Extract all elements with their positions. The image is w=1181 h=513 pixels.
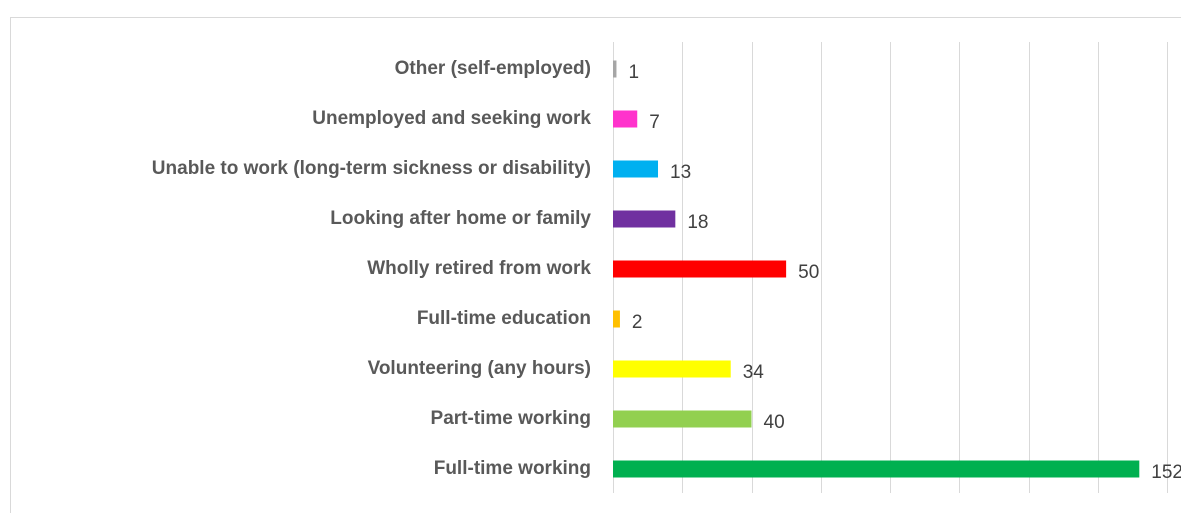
category-label: Part-time working	[431, 408, 591, 429]
category-label: Full-time education	[417, 308, 591, 329]
bar	[613, 110, 638, 128]
chart-frame	[10, 17, 1181, 513]
value-label: 1	[628, 62, 639, 83]
category-label: Volunteering (any hours)	[368, 358, 591, 379]
value-label: 34	[743, 362, 765, 383]
value-label: 18	[687, 212, 708, 233]
category-label: Other (self-employed)	[395, 58, 591, 79]
bar	[613, 310, 620, 328]
value-label: 2	[632, 312, 643, 333]
category-label: Full-time working	[434, 458, 591, 479]
category-label: Unemployed and seeking work	[312, 108, 591, 129]
value-label: 50	[798, 262, 819, 283]
category-label: Looking after home or family	[330, 208, 591, 229]
category-label: Wholly retired from work	[367, 258, 591, 279]
value-label: 40	[764, 412, 785, 433]
value-label: 7	[649, 112, 660, 133]
value-label: 152	[1151, 462, 1181, 483]
bar	[613, 360, 731, 378]
bar	[613, 60, 617, 78]
bar	[613, 460, 1140, 478]
bar	[613, 160, 659, 178]
value-label: 13	[670, 162, 691, 183]
category-label: Unable to work (long-term sickness or di…	[152, 158, 591, 179]
bar	[613, 210, 676, 228]
bar	[613, 410, 752, 428]
bar	[613, 260, 787, 278]
